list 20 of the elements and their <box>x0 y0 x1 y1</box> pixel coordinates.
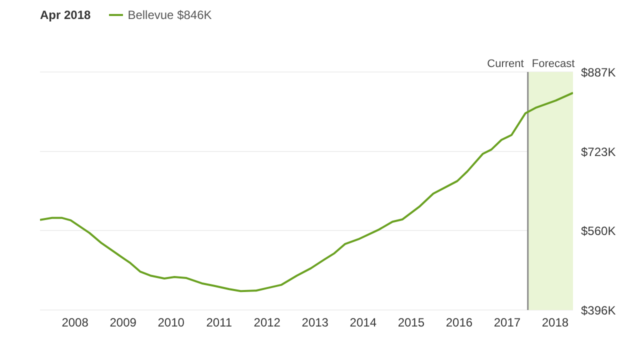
y-tick-label: $723K <box>581 144 616 159</box>
x-tick-label: 2013 <box>302 316 329 330</box>
legend-title: Apr 2018 <box>40 8 91 22</box>
x-tick-label: 2018 <box>542 316 569 330</box>
band-label: Forecast <box>532 58 575 70</box>
x-tick-label: 2008 <box>62 316 89 330</box>
x-tick-label: 2017 <box>494 316 521 330</box>
line-series <box>40 92 573 292</box>
y-tick-label: $560K <box>581 224 616 238</box>
y-tick-label: $887K <box>581 65 616 80</box>
x-tick-label: 2011 <box>206 316 232 330</box>
x-tick-label: 2014 <box>350 316 377 330</box>
legend-label: Bellevue $846K <box>126 8 212 22</box>
x-tick-label: 2016 <box>446 316 473 330</box>
ref-line-label: Current <box>487 58 524 70</box>
x-tick-label: 2010 <box>158 316 185 330</box>
x-tick-label: 2012 <box>254 316 281 330</box>
x-tick-label: 2015 <box>398 316 425 330</box>
x-tick-label: 2009 <box>110 316 137 330</box>
y-tick-label: $396K <box>581 303 616 318</box>
